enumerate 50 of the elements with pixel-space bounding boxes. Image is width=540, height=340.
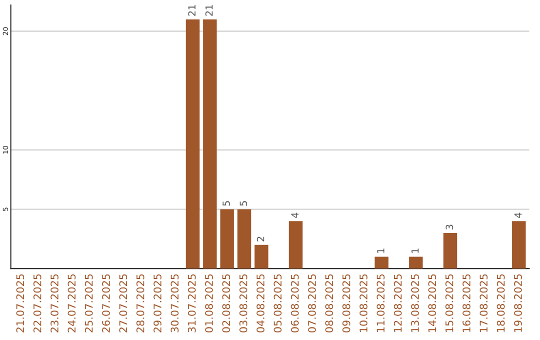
- x-tick-label: 16.08.2025: [462, 274, 470, 332]
- x-tick-label: 03.08.2025: [239, 274, 248, 332]
- data-label: 21: [188, 5, 196, 16]
- x-tick-label: 31.07.2025: [188, 274, 196, 332]
- x-tick-label: 14.08.2025: [428, 274, 436, 332]
- x-tick-label: 09.08.2025: [342, 274, 350, 332]
- x-tick-label: 07.08.2025: [308, 274, 316, 332]
- x-tick-label: 17.08.2025: [480, 274, 488, 332]
- data-label: 5: [240, 201, 248, 206]
- x-tick-label: 27.07.2025: [119, 274, 128, 332]
- x-tick-label: 29.07.2025: [154, 274, 162, 332]
- x-tick-label: 26.07.2025: [102, 274, 110, 332]
- x-tick-label: 30.07.2025: [170, 274, 179, 332]
- x-tick-label: 15.08.2025: [445, 274, 454, 332]
- bar: [288, 221, 303, 269]
- bar: [203, 19, 217, 269]
- bar: [409, 256, 423, 269]
- bar: [186, 19, 200, 269]
- x-tick-label: 18.08.2025: [496, 274, 505, 332]
- bar: [443, 232, 458, 269]
- bar: [512, 221, 526, 269]
- x-tick-label: 19.08.2025: [514, 274, 522, 332]
- data-label: 2: [256, 236, 264, 242]
- x-tick-label: 24.07.2025: [68, 274, 76, 332]
- data-label: 1: [412, 248, 419, 253]
- x-tick-label: 01.08.2025: [205, 274, 213, 332]
- x-tick-label: 02.08.2025: [222, 274, 230, 332]
- data-label: 21: [205, 5, 213, 16]
- x-tick-label: 13.08.2025: [411, 274, 419, 332]
- x-tick-label: 12.08.2025: [394, 274, 402, 332]
- x-tick-label: 25.07.2025: [84, 274, 93, 332]
- data-label: 3: [446, 224, 454, 230]
- x-tick-label: 10.08.2025: [360, 274, 368, 332]
- bar: [374, 256, 388, 269]
- x-tick-label: 04.08.2025: [256, 274, 264, 332]
- x-tick-label: 22.07.2025: [33, 274, 42, 332]
- x-tick-label: 28.07.2025: [136, 274, 144, 332]
- x-tick-label: 11.08.2025: [376, 274, 385, 332]
- x-tick-label: 08.08.2025: [325, 274, 334, 332]
- x-tick-label: 06.08.2025: [290, 274, 299, 332]
- data-label: 1: [377, 248, 384, 253]
- x-tick-label: 05.08.2025: [274, 274, 282, 332]
- data-label: 5: [222, 201, 230, 206]
- data-label: 4: [291, 212, 298, 218]
- x-tick-label: 21.07.2025: [16, 274, 24, 332]
- data-label: 4: [514, 212, 522, 218]
- x-tick-label: 23.07.2025: [50, 274, 58, 332]
- bar: [254, 244, 268, 269]
- bar: [220, 209, 234, 269]
- bar: [237, 209, 252, 269]
